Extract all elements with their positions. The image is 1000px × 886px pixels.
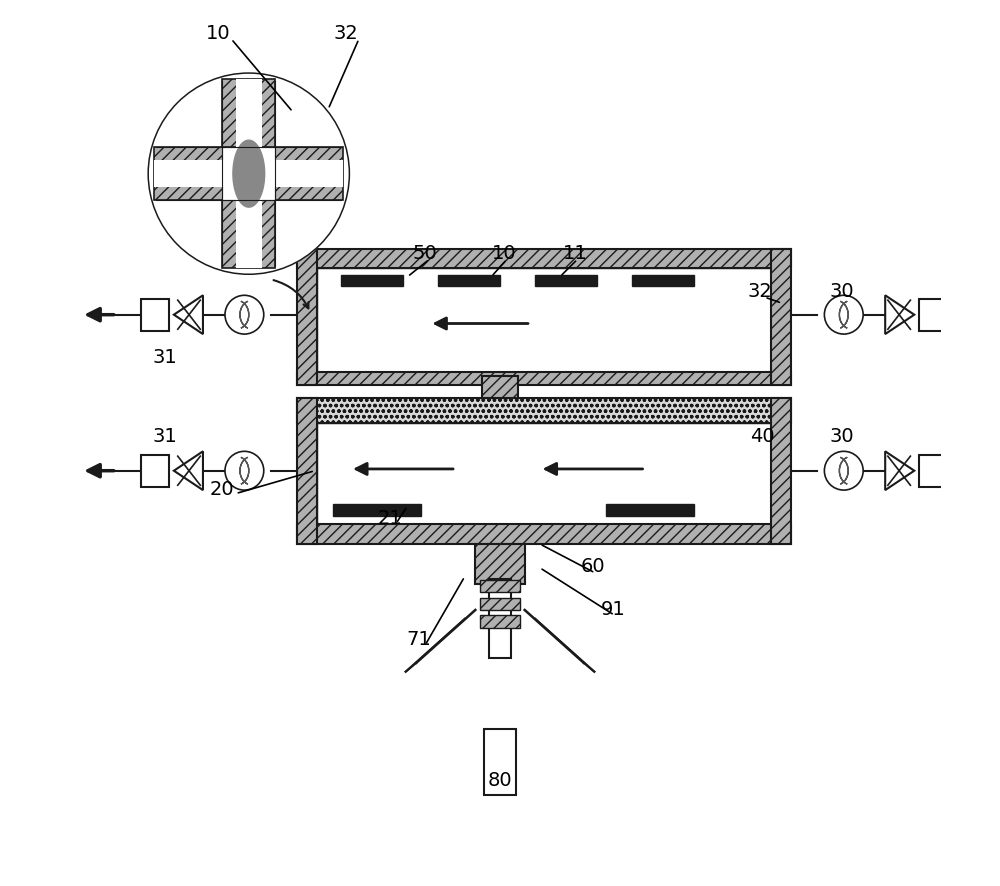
Polygon shape <box>840 458 848 471</box>
Bar <box>771 399 791 544</box>
Polygon shape <box>839 458 847 471</box>
Bar <box>341 276 403 287</box>
Polygon shape <box>885 452 914 491</box>
Bar <box>606 505 694 516</box>
Polygon shape <box>240 315 248 329</box>
Text: 30: 30 <box>830 282 854 301</box>
Circle shape <box>147 74 350 276</box>
Polygon shape <box>174 296 203 335</box>
Bar <box>297 525 791 544</box>
Bar <box>475 544 525 584</box>
Text: 10: 10 <box>492 245 517 263</box>
Text: 31: 31 <box>153 426 177 446</box>
Text: 20: 20 <box>210 479 235 498</box>
Text: 80: 80 <box>488 770 512 789</box>
Text: 50: 50 <box>413 245 437 263</box>
Bar <box>297 372 791 385</box>
Bar <box>438 276 500 287</box>
Bar <box>482 377 518 399</box>
Bar <box>154 148 343 201</box>
Text: 91: 91 <box>600 599 625 618</box>
Polygon shape <box>839 471 847 485</box>
Text: 32: 32 <box>333 24 358 43</box>
Polygon shape <box>840 471 848 485</box>
Polygon shape <box>240 302 248 315</box>
Polygon shape <box>241 458 249 471</box>
Bar <box>222 81 275 268</box>
Text: 71: 71 <box>407 629 431 648</box>
Bar <box>480 598 520 610</box>
Text: 21: 21 <box>377 509 402 527</box>
Bar <box>632 276 694 287</box>
Polygon shape <box>839 302 847 315</box>
Circle shape <box>225 296 264 335</box>
Bar <box>480 616 520 628</box>
Bar <box>489 579 511 658</box>
Polygon shape <box>241 315 249 329</box>
Text: 32: 32 <box>748 282 772 301</box>
Polygon shape <box>885 296 914 335</box>
Bar <box>297 399 791 424</box>
Circle shape <box>824 296 863 335</box>
Bar <box>317 268 771 372</box>
Bar <box>297 249 791 268</box>
Bar <box>484 729 516 795</box>
Bar <box>333 505 421 516</box>
Polygon shape <box>839 315 847 329</box>
Polygon shape <box>240 471 248 485</box>
Bar <box>141 299 169 331</box>
Bar <box>297 249 317 385</box>
Polygon shape <box>840 302 848 315</box>
Bar <box>535 276 597 287</box>
Bar <box>297 399 317 544</box>
Bar <box>317 424 771 525</box>
Polygon shape <box>233 141 265 208</box>
Circle shape <box>824 452 863 491</box>
Bar <box>154 161 343 188</box>
Bar <box>919 455 947 487</box>
Text: 30: 30 <box>830 426 854 446</box>
Text: 10: 10 <box>206 24 230 43</box>
Circle shape <box>225 452 264 491</box>
Text: 60: 60 <box>580 556 605 576</box>
Polygon shape <box>241 302 249 315</box>
Polygon shape <box>174 452 203 491</box>
Text: 31: 31 <box>153 347 177 366</box>
Polygon shape <box>240 458 248 471</box>
Polygon shape <box>840 315 848 329</box>
Bar <box>141 455 169 487</box>
Bar <box>222 148 275 201</box>
Bar <box>919 299 947 331</box>
Bar <box>771 249 791 385</box>
Text: 40: 40 <box>750 426 775 446</box>
Bar <box>236 81 262 268</box>
Text: 11: 11 <box>563 245 587 263</box>
Bar <box>480 580 520 593</box>
Polygon shape <box>241 471 249 485</box>
